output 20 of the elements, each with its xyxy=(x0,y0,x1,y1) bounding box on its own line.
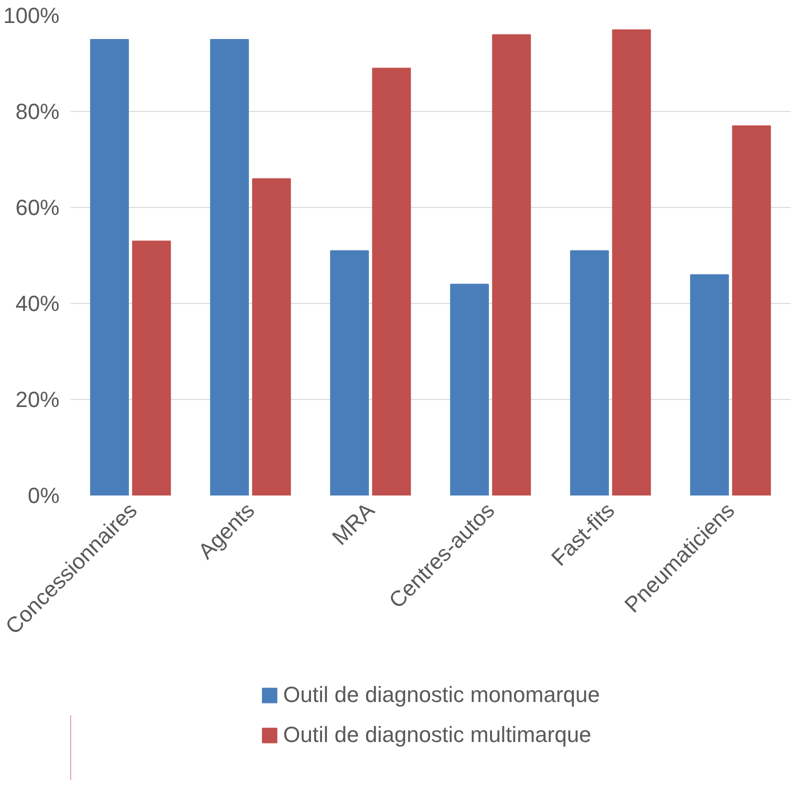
bar xyxy=(330,250,369,496)
bar xyxy=(132,240,171,496)
bar xyxy=(690,274,729,496)
y-tick-label: 40% xyxy=(15,291,60,316)
legend-label: Outil de diagnostic multimarque xyxy=(283,722,592,748)
y-tick-label: 60% xyxy=(15,195,60,220)
legend-label: Outil de diagnostic monomarque xyxy=(283,682,600,708)
bar xyxy=(210,39,249,496)
y-tick-label: 20% xyxy=(15,387,60,412)
y-tick-label: 80% xyxy=(15,99,60,124)
bar xyxy=(372,68,411,496)
bar xyxy=(570,250,609,496)
bar xyxy=(90,39,129,496)
y-tick-label: 100% xyxy=(3,3,60,28)
bar xyxy=(492,34,531,496)
bar xyxy=(612,29,651,496)
y-tick-label: 0% xyxy=(28,483,60,508)
bar xyxy=(732,125,771,496)
bar xyxy=(252,178,291,496)
bar xyxy=(450,284,489,496)
